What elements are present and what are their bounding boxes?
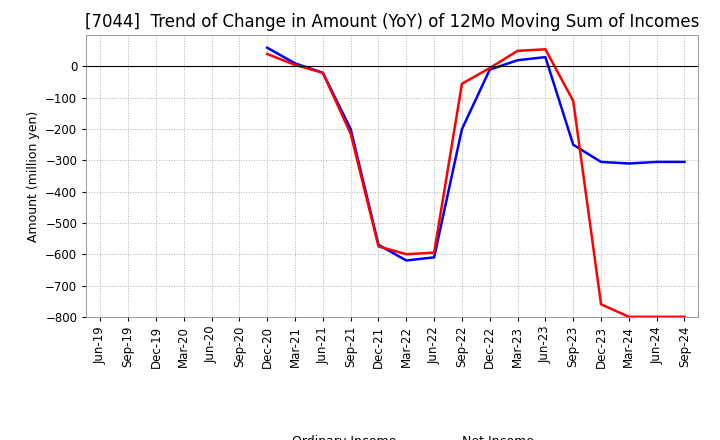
- Net Income: [624, 314, 633, 319]
- Ordinary Income: [402, 258, 410, 263]
- Ordinary Income: [597, 159, 606, 165]
- Ordinary Income: [458, 126, 467, 132]
- Net Income: [318, 70, 327, 75]
- Net Income: [652, 314, 661, 319]
- Net Income: [569, 98, 577, 103]
- Legend: Ordinary Income, Net Income: Ordinary Income, Net Income: [246, 430, 539, 440]
- Ordinary Income: [346, 126, 355, 132]
- Ordinary Income: [430, 255, 438, 260]
- Y-axis label: Amount (million yen): Amount (million yen): [27, 110, 40, 242]
- Ordinary Income: [680, 159, 689, 165]
- Net Income: [597, 302, 606, 307]
- Ordinary Income: [541, 55, 550, 60]
- Ordinary Income: [513, 58, 522, 63]
- Ordinary Income: [374, 242, 383, 247]
- Net Income: [346, 131, 355, 136]
- Net Income: [430, 250, 438, 255]
- Ordinary Income: [624, 161, 633, 166]
- Line: Net Income: Net Income: [267, 49, 685, 317]
- Ordinary Income: [485, 67, 494, 72]
- Ordinary Income: [569, 142, 577, 147]
- Net Income: [374, 244, 383, 249]
- Ordinary Income: [263, 45, 271, 50]
- Net Income: [541, 47, 550, 52]
- Net Income: [513, 48, 522, 54]
- Net Income: [458, 81, 467, 86]
- Ordinary Income: [291, 61, 300, 66]
- Ordinary Income: [652, 159, 661, 165]
- Title: [7044]  Trend of Change in Amount (YoY) of 12Mo Moving Sum of Incomes: [7044] Trend of Change in Amount (YoY) o…: [85, 13, 700, 31]
- Net Income: [485, 66, 494, 71]
- Line: Ordinary Income: Ordinary Income: [267, 48, 685, 260]
- Net Income: [402, 252, 410, 257]
- Net Income: [291, 62, 300, 68]
- Ordinary Income: [318, 70, 327, 75]
- Net Income: [680, 314, 689, 319]
- Net Income: [263, 51, 271, 57]
